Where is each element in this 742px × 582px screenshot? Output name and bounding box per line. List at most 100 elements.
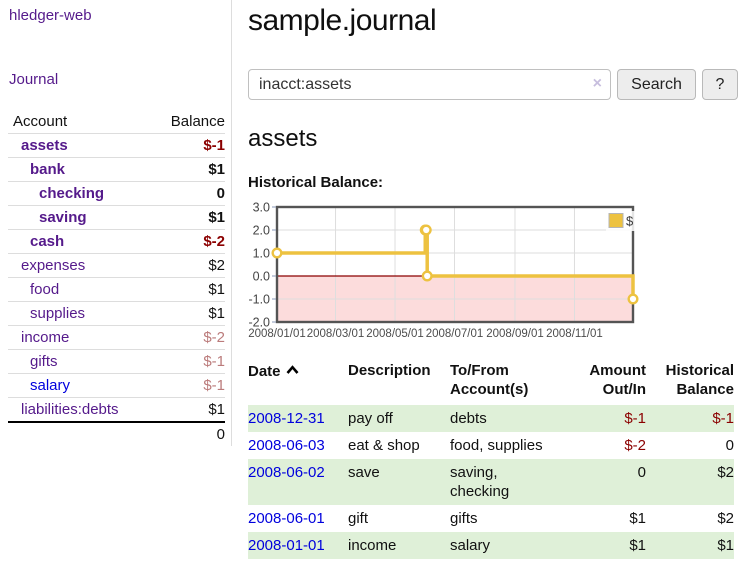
x-tick-label: 2008/03/01 bbox=[307, 328, 365, 340]
register-accounts-cell: salary bbox=[450, 532, 564, 559]
account-link[interactable]: bank bbox=[30, 161, 66, 178]
account-link[interactable]: saving bbox=[39, 209, 87, 226]
account-balance: $-2 bbox=[203, 233, 225, 250]
account-row: supplies $1 bbox=[8, 301, 225, 326]
register-balance-cell: $2 bbox=[646, 459, 734, 505]
account-balance: $1 bbox=[208, 161, 225, 178]
account-row: cash $-2 bbox=[8, 229, 225, 254]
chart-label: Historical Balance: bbox=[248, 174, 384, 191]
account-balance: 0 bbox=[216, 185, 225, 202]
register-accounts-cell: saving, checking bbox=[450, 459, 564, 505]
register-table: Date Description To/From Account(s) Amou… bbox=[248, 361, 734, 559]
search-button[interactable]: Search bbox=[617, 69, 696, 100]
register-date-cell: 2008-01-01 bbox=[248, 532, 348, 559]
sidebar-item-journal[interactable]: Journal bbox=[9, 71, 59, 88]
account-link[interactable]: income bbox=[21, 329, 70, 346]
account-balance: $-1 bbox=[203, 137, 225, 154]
app-title-link[interactable]: hledger-web bbox=[9, 7, 92, 24]
x-tick-label: 2008/11/01 bbox=[546, 328, 603, 340]
y-tick-label: -1.0 bbox=[248, 293, 270, 307]
account-row: liabilities:debts $1 bbox=[8, 397, 225, 423]
register-accounts-cell: gifts bbox=[450, 510, 478, 527]
data-point-marker bbox=[271, 247, 283, 259]
register-row: 2008-01-01 income salary $1 $1 bbox=[248, 532, 734, 559]
account-link[interactable]: checking bbox=[39, 185, 105, 202]
x-tick-label: 2008/09/01 bbox=[486, 328, 544, 340]
account-link[interactable]: assets bbox=[21, 137, 68, 154]
account-row: checking 0 bbox=[8, 181, 225, 206]
y-tick-label: 0.0 bbox=[253, 270, 270, 284]
account-link[interactable]: cash bbox=[30, 233, 65, 250]
historical-balance-chart[interactable]: 3.0 2.0 1.0 0.0 -1.0 -2.0 2008/01/01 2008/03/01… bbox=[248, 200, 742, 342]
register-date-cell: 2008-12-31 bbox=[248, 405, 348, 432]
account-row: expenses $2 bbox=[8, 253, 225, 278]
account-balance: $1 bbox=[208, 305, 225, 322]
x-tick-label: 2008/07/01 bbox=[426, 328, 484, 340]
account-link[interactable]: liabilities:debts bbox=[21, 401, 119, 418]
register-balance-cell: $1 bbox=[646, 532, 734, 559]
register-amount-cell: $1 bbox=[629, 510, 646, 527]
register-balance-cell: $2 bbox=[717, 510, 734, 527]
account-row: gifts $-1 bbox=[8, 349, 225, 374]
account-link[interactable]: food bbox=[30, 281, 60, 298]
y-tick-label: 3.0 bbox=[253, 201, 270, 215]
accounts-total-row: 0 bbox=[8, 421, 225, 446]
accounts-header-account: Account bbox=[13, 113, 68, 130]
account-link[interactable]: expenses bbox=[21, 257, 86, 274]
transaction-date-link[interactable]: 2008-06-03 bbox=[248, 437, 325, 454]
register-row: 2008-06-01 gift gifts $1 $2 bbox=[248, 505, 734, 532]
page-title: sample.journal bbox=[248, 4, 437, 37]
register-description-cell: income bbox=[348, 532, 450, 559]
account-page-title: assets bbox=[248, 125, 318, 152]
help-button[interactable]: ? bbox=[702, 69, 738, 100]
transaction-date-link[interactable]: 2008-12-31 bbox=[248, 410, 325, 427]
account-row: food $1 bbox=[8, 277, 225, 302]
search-box: × bbox=[248, 69, 611, 100]
account-balance: $-1 bbox=[203, 353, 225, 370]
account-link[interactable]: gifts bbox=[30, 353, 58, 370]
transaction-date-link[interactable]: 2008-06-02 bbox=[248, 464, 325, 481]
y-tick-label: 2.0 bbox=[253, 224, 270, 238]
clear-search-icon[interactable]: × bbox=[592, 75, 602, 92]
register-header-description: Description bbox=[348, 362, 431, 379]
account-balance: $-1 bbox=[203, 377, 225, 394]
register-balance-cell: $-1 bbox=[646, 405, 734, 432]
register-date-cell: 2008-06-03 bbox=[248, 432, 348, 459]
register-date-cell: 2008-06-02 bbox=[248, 459, 348, 505]
account-balance: $1 bbox=[208, 401, 225, 418]
register-amount-cell: 0 bbox=[564, 459, 646, 505]
search-form: × Search ? bbox=[248, 69, 742, 100]
x-tick-label: 2008/01/01 bbox=[248, 328, 306, 340]
register-description-cell: gift bbox=[348, 510, 369, 527]
register-row: 2008-06-02 save saving, checking 0 $2 bbox=[248, 459, 734, 505]
register-description-cell: save bbox=[348, 459, 450, 505]
account-balance: $1 bbox=[208, 209, 225, 226]
legend-swatch-icon bbox=[608, 213, 624, 228]
register-header-amount: Amount Out/In bbox=[589, 362, 646, 398]
account-row: saving $1 bbox=[8, 205, 225, 230]
data-point-marker bbox=[627, 293, 639, 305]
register-description-cell: eat & shop bbox=[348, 437, 420, 454]
transaction-date-link[interactable]: 2008-06-01 bbox=[248, 510, 325, 527]
accounts-header-balance: Balance bbox=[170, 113, 225, 130]
register-balance-cell: 0 bbox=[725, 437, 734, 454]
account-link[interactable]: salary bbox=[30, 377, 71, 394]
account-row: assets $-1 bbox=[8, 133, 225, 158]
account-link[interactable]: supplies bbox=[30, 305, 86, 322]
register-header-date[interactable]: Date bbox=[248, 361, 348, 405]
y-tick-label: -2.0 bbox=[248, 316, 270, 330]
register-row: 2008-06-03 eat & shop food, supplies $-2 0 bbox=[248, 432, 734, 459]
transaction-date-link[interactable]: 2008-01-01 bbox=[248, 537, 325, 554]
search-input[interactable] bbox=[248, 69, 611, 100]
main-content: sample.journal × Search ? assets Histori… bbox=[248, 0, 742, 582]
register-accounts-cell: food, supplies bbox=[450, 437, 543, 454]
register-amount-cell: $1 bbox=[564, 532, 646, 559]
register-amount-cell: $-1 bbox=[564, 405, 646, 432]
account-balance: $1 bbox=[208, 281, 225, 298]
chevron-up-icon bbox=[286, 361, 299, 380]
register-header-balance: Historical Balance bbox=[665, 362, 734, 398]
register-amount-cell: $-2 bbox=[624, 437, 646, 454]
account-row: income $-2 bbox=[8, 325, 225, 350]
legend-label: $ bbox=[626, 214, 634, 229]
